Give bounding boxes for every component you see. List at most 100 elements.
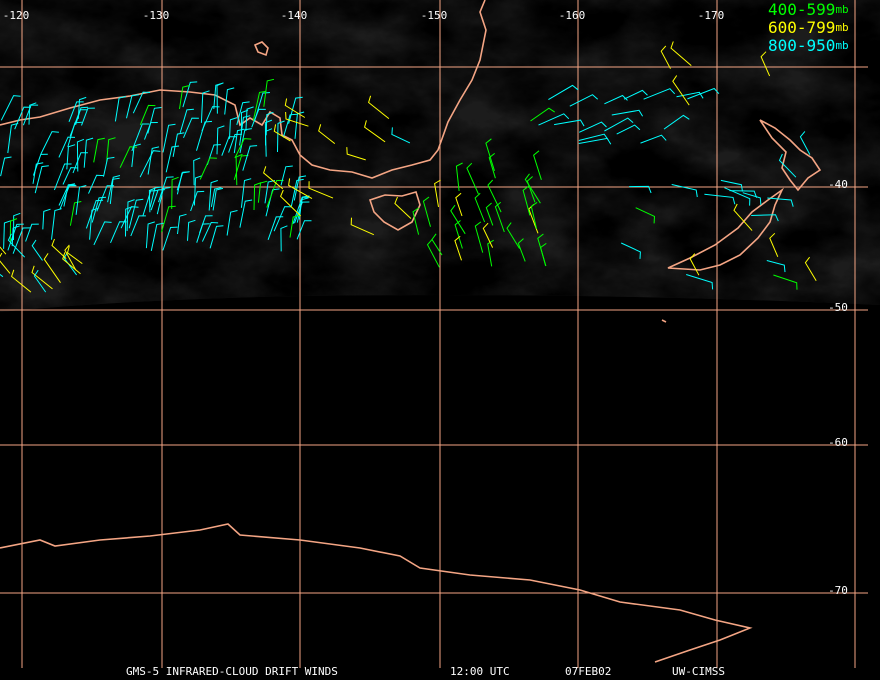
wind-barb <box>193 175 203 206</box>
wind-barb <box>616 124 641 135</box>
wind-barb <box>265 188 280 217</box>
wind-barb <box>267 216 284 240</box>
wind-barb <box>474 192 486 223</box>
wind-barb <box>245 106 254 131</box>
wind-barb <box>318 124 336 144</box>
wind-barb <box>670 41 692 66</box>
wind-barb <box>199 215 213 234</box>
wind-barb <box>240 178 252 208</box>
legend-unit: mb <box>835 39 848 52</box>
wind-barb <box>257 180 268 203</box>
wind-barb <box>72 152 88 174</box>
wind-barb <box>177 213 187 235</box>
footer-product: GMS-5 INFRARED-CLOUD DRIFT WINDS <box>126 665 338 678</box>
wind-barb <box>604 94 628 105</box>
wind-barb <box>239 199 253 228</box>
wind-barb <box>742 192 762 205</box>
wind-barb <box>11 269 32 293</box>
wind-barb <box>280 225 288 252</box>
wind-barb <box>239 115 251 146</box>
footer: GMS-5 INFRARED-CLOUD DRIFT WINDS 12:00 UT… <box>126 665 725 678</box>
wind-barb <box>119 146 138 168</box>
wind-barb <box>704 193 736 205</box>
wind-barb <box>629 185 652 194</box>
graticule <box>0 0 868 668</box>
wind-barb <box>273 124 291 142</box>
wind-barb <box>290 178 304 207</box>
wind-barb <box>150 222 164 252</box>
wind-barb <box>89 207 99 240</box>
latitude-label: -40 <box>828 178 848 191</box>
wind-barb <box>488 153 496 179</box>
wind-barb <box>251 108 266 128</box>
wind-barb <box>131 143 141 167</box>
legend-unit: mb <box>835 3 848 16</box>
wind-barb <box>75 185 87 215</box>
wind-barb <box>201 221 219 242</box>
wind-barb <box>554 119 585 127</box>
wind-barb <box>766 260 786 273</box>
longitude-label: -120 <box>3 9 30 22</box>
wind-barb <box>466 162 479 195</box>
wind-barb <box>125 206 133 237</box>
wind-barb <box>209 225 224 249</box>
wind-barb <box>289 215 301 238</box>
wind-barb <box>91 196 107 223</box>
wind-barb <box>778 153 797 178</box>
wind-barb <box>34 165 49 194</box>
legend-entry: 400-599mb <box>768 0 849 19</box>
wind-barb <box>226 210 238 236</box>
wind-barb <box>162 123 176 153</box>
wind-barb <box>0 156 12 177</box>
wind-barb <box>526 176 536 203</box>
wind-barb <box>292 196 310 225</box>
wind-barb <box>77 96 87 119</box>
latitude-label: -70 <box>828 584 848 597</box>
wind-barb <box>485 138 495 172</box>
wind-barb <box>131 123 150 152</box>
wind-barb <box>53 163 72 191</box>
wind-barb <box>234 138 252 159</box>
wind-barb <box>533 150 542 180</box>
wind-barb <box>3 220 12 249</box>
wind-barb <box>25 223 39 242</box>
wind-barb <box>660 45 671 69</box>
wind-barb <box>66 144 76 170</box>
wind-barb <box>663 114 690 130</box>
wind-barb <box>285 111 309 127</box>
wind-barbs <box>0 41 817 293</box>
wind-barb <box>474 221 484 253</box>
longitude-label: -170 <box>698 9 725 22</box>
wind-barb <box>148 187 156 213</box>
wind-barb <box>128 198 144 229</box>
legend-range: 800-950 <box>768 36 835 55</box>
wind-barb <box>228 133 243 153</box>
wind-barb <box>288 178 313 200</box>
wind-barb <box>149 186 162 208</box>
wind-barb <box>139 150 161 178</box>
wind-barb <box>162 226 178 251</box>
wind-barb <box>720 179 743 192</box>
wind-barb <box>273 206 292 232</box>
wind-barb <box>183 117 199 138</box>
wind-barb <box>530 107 555 122</box>
wind-barb <box>266 179 284 208</box>
wind-barb <box>130 215 146 237</box>
wind-barb <box>13 212 21 241</box>
wind-barb <box>569 94 599 107</box>
wind-barb <box>733 203 753 231</box>
wind-barb <box>106 137 116 162</box>
wind-barb <box>0 95 21 121</box>
wind-barb <box>145 221 155 249</box>
wind-barb <box>40 131 59 155</box>
wind-barb <box>12 227 31 254</box>
wind-barb <box>165 145 180 173</box>
wind-barb <box>643 88 676 100</box>
wind-barb <box>767 197 794 207</box>
wind-barb <box>14 106 31 130</box>
wind-barb <box>350 217 375 236</box>
wind-barb <box>212 187 224 211</box>
wind-barb <box>454 235 462 261</box>
